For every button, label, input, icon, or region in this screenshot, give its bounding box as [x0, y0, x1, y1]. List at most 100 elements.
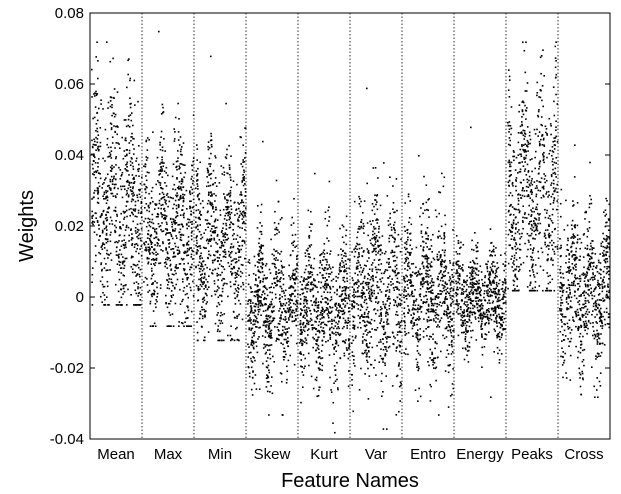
data-point — [156, 244, 159, 247]
data-point — [265, 303, 267, 306]
data-point — [170, 197, 173, 199]
data-point — [389, 217, 391, 219]
data-point — [214, 219, 217, 222]
data-point — [280, 250, 283, 253]
data-point — [258, 270, 261, 273]
data-point — [400, 299, 403, 302]
data-point — [276, 275, 279, 278]
data-point — [428, 248, 430, 251]
data-point — [455, 235, 458, 237]
data-point — [128, 174, 130, 176]
data-point — [411, 274, 413, 277]
data-point — [387, 346, 390, 349]
data-point — [242, 239, 244, 242]
data-point — [328, 216, 331, 218]
data-point — [217, 279, 219, 281]
data-point — [363, 225, 365, 227]
data-point — [223, 278, 226, 280]
data-point — [406, 256, 408, 259]
data-point — [172, 197, 174, 200]
data-point — [101, 213, 103, 215]
data-point — [413, 295, 415, 297]
data-point — [423, 255, 426, 257]
data-point — [304, 337, 307, 340]
data-point — [208, 240, 210, 242]
data-point — [232, 180, 235, 182]
data-point — [228, 206, 230, 208]
data-point — [342, 309, 345, 312]
data-point — [94, 162, 97, 164]
data-point — [335, 303, 337, 305]
data-point — [138, 145, 140, 147]
data-point — [380, 318, 383, 320]
data-point — [364, 352, 366, 354]
data-point — [173, 203, 175, 206]
data-point — [293, 274, 296, 276]
data-point — [358, 261, 360, 264]
data-point — [280, 333, 283, 336]
data-point — [155, 228, 158, 230]
data-point — [135, 250, 137, 253]
data-point — [147, 217, 149, 220]
data-point — [405, 241, 408, 243]
data-point — [148, 221, 151, 223]
data-point — [281, 295, 283, 298]
data-point — [196, 183, 199, 185]
data-point — [212, 169, 215, 172]
data-point — [274, 263, 276, 266]
data-point — [268, 334, 270, 336]
data-point — [181, 181, 184, 183]
data-point — [425, 272, 427, 275]
data-point — [399, 294, 402, 296]
data-point — [306, 310, 308, 313]
data-point — [228, 265, 231, 268]
data-point — [196, 321, 198, 323]
data-point — [396, 281, 398, 283]
data-point — [111, 106, 113, 109]
data-point — [207, 181, 209, 184]
data-point — [365, 302, 368, 305]
data-point — [345, 243, 348, 246]
data-point — [281, 305, 284, 307]
data-point — [378, 341, 380, 344]
data-point — [373, 232, 376, 235]
data-point — [398, 362, 400, 364]
data-point — [199, 288, 201, 290]
data-point — [419, 354, 421, 356]
data-point — [244, 152, 247, 154]
data-point — [318, 267, 321, 269]
data-point — [496, 315, 498, 318]
data-point — [129, 77, 132, 80]
data-point — [144, 217, 147, 220]
data-point — [195, 266, 197, 269]
data-point — [384, 307, 387, 309]
data-point — [336, 361, 338, 364]
data-point — [220, 241, 222, 243]
data-point — [411, 295, 414, 298]
data-point — [225, 208, 228, 211]
data-point — [373, 367, 375, 369]
data-point — [127, 288, 129, 291]
data-point — [137, 199, 139, 202]
data-point — [426, 273, 428, 275]
data-point — [273, 248, 275, 251]
data-point — [174, 245, 177, 248]
data-point — [165, 203, 167, 205]
data-point — [364, 325, 367, 328]
data-point — [243, 220, 245, 223]
data-point — [265, 298, 268, 300]
data-point — [217, 250, 219, 252]
data-point — [395, 264, 398, 266]
data-point — [380, 348, 382, 350]
data-point — [163, 208, 165, 210]
data-point — [420, 282, 422, 284]
data-point — [497, 291, 500, 293]
data-point — [154, 208, 156, 210]
data-point — [174, 302, 177, 305]
data-point — [191, 175, 193, 178]
data-point-min — [386, 428, 388, 430]
data-point — [369, 299, 371, 301]
data-point — [263, 292, 266, 295]
data-point — [351, 300, 353, 303]
data-point — [371, 251, 374, 253]
